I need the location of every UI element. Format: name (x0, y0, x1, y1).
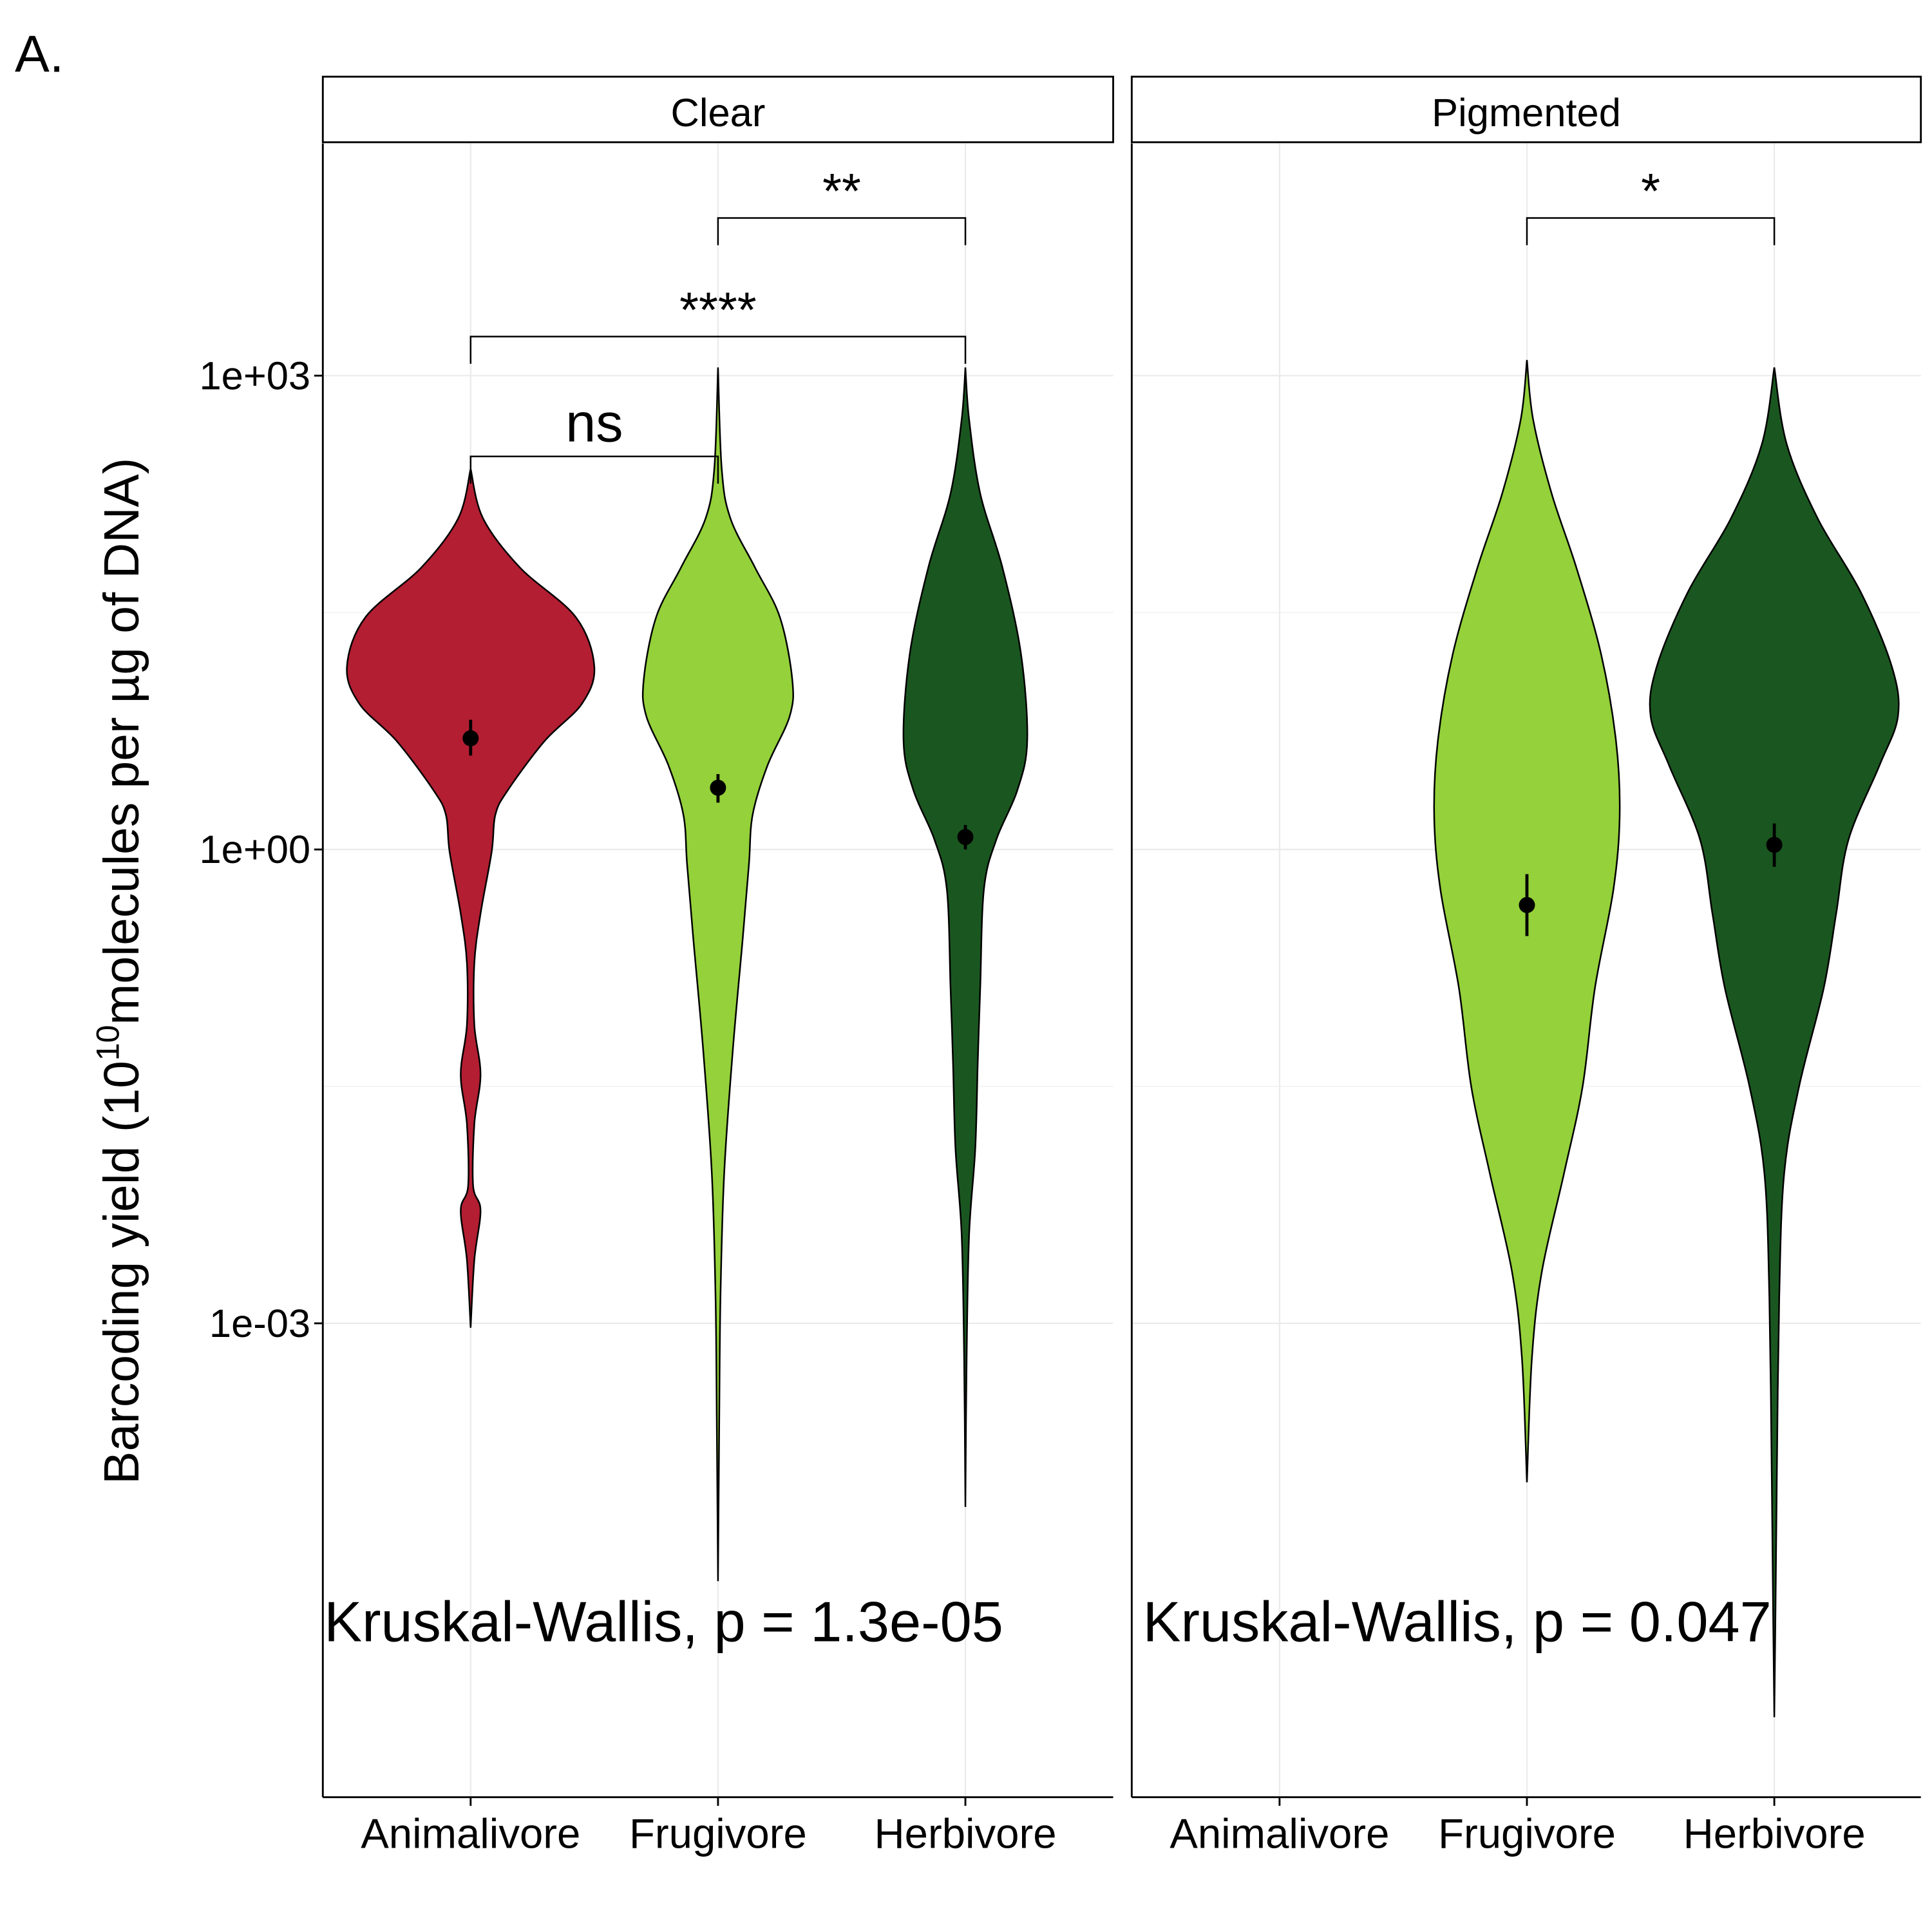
comparison-bracket (1526, 217, 1776, 245)
y-tick-label: 1e-03 (209, 1302, 310, 1346)
comparison-bracket (717, 217, 967, 245)
test-annotation: Kruskal-Wallis, p = 0.047 (1143, 1590, 1772, 1654)
x-tick-label: Animalivore (1170, 1810, 1389, 1857)
comparison-bracket (469, 336, 967, 364)
comparison-label: * (1641, 164, 1660, 219)
panel-tag: A. (15, 25, 64, 83)
x-tick-label: Frugivore (1438, 1810, 1616, 1857)
mean-point (1766, 837, 1783, 853)
comparison-bracket (469, 455, 719, 484)
violin (641, 367, 794, 1582)
violin (902, 367, 1028, 1507)
comparison-label: ** (822, 164, 861, 219)
mean-point (710, 779, 726, 796)
x-tick-label: Herbivore (875, 1810, 1057, 1857)
mean-point (957, 829, 974, 846)
violin (1649, 367, 1900, 1718)
y-axis-label: Barcoding yield (1010molecules per µg of… (90, 458, 149, 1484)
test-annotation: Kruskal-Wallis, p = 1.3e-05 (324, 1590, 1003, 1654)
y-label-text: Barcoding yield (10 (94, 1061, 149, 1484)
mean-point (462, 730, 479, 746)
x-tick-label: Animalivore (361, 1810, 580, 1857)
facet-strip (1130, 75, 1922, 144)
x-tick-label: Herbivore (1683, 1810, 1866, 1857)
comparison-label: ns (565, 393, 623, 453)
y-label-superscript: 10 (90, 1025, 126, 1061)
y-tick-label: 1e+03 (200, 354, 311, 398)
comparison-label: **** (679, 282, 757, 337)
mean-point (1519, 896, 1535, 913)
y-label-text: molecules per µg of DNA) (94, 458, 149, 1025)
y-tick-label: 1e+00 (200, 828, 311, 872)
facet-label: Clear (671, 91, 766, 135)
x-tick-label: Frugivore (629, 1810, 807, 1857)
facet-strip (321, 75, 1114, 144)
facet-label: Pigmented (1432, 91, 1621, 135)
violin (346, 468, 596, 1328)
